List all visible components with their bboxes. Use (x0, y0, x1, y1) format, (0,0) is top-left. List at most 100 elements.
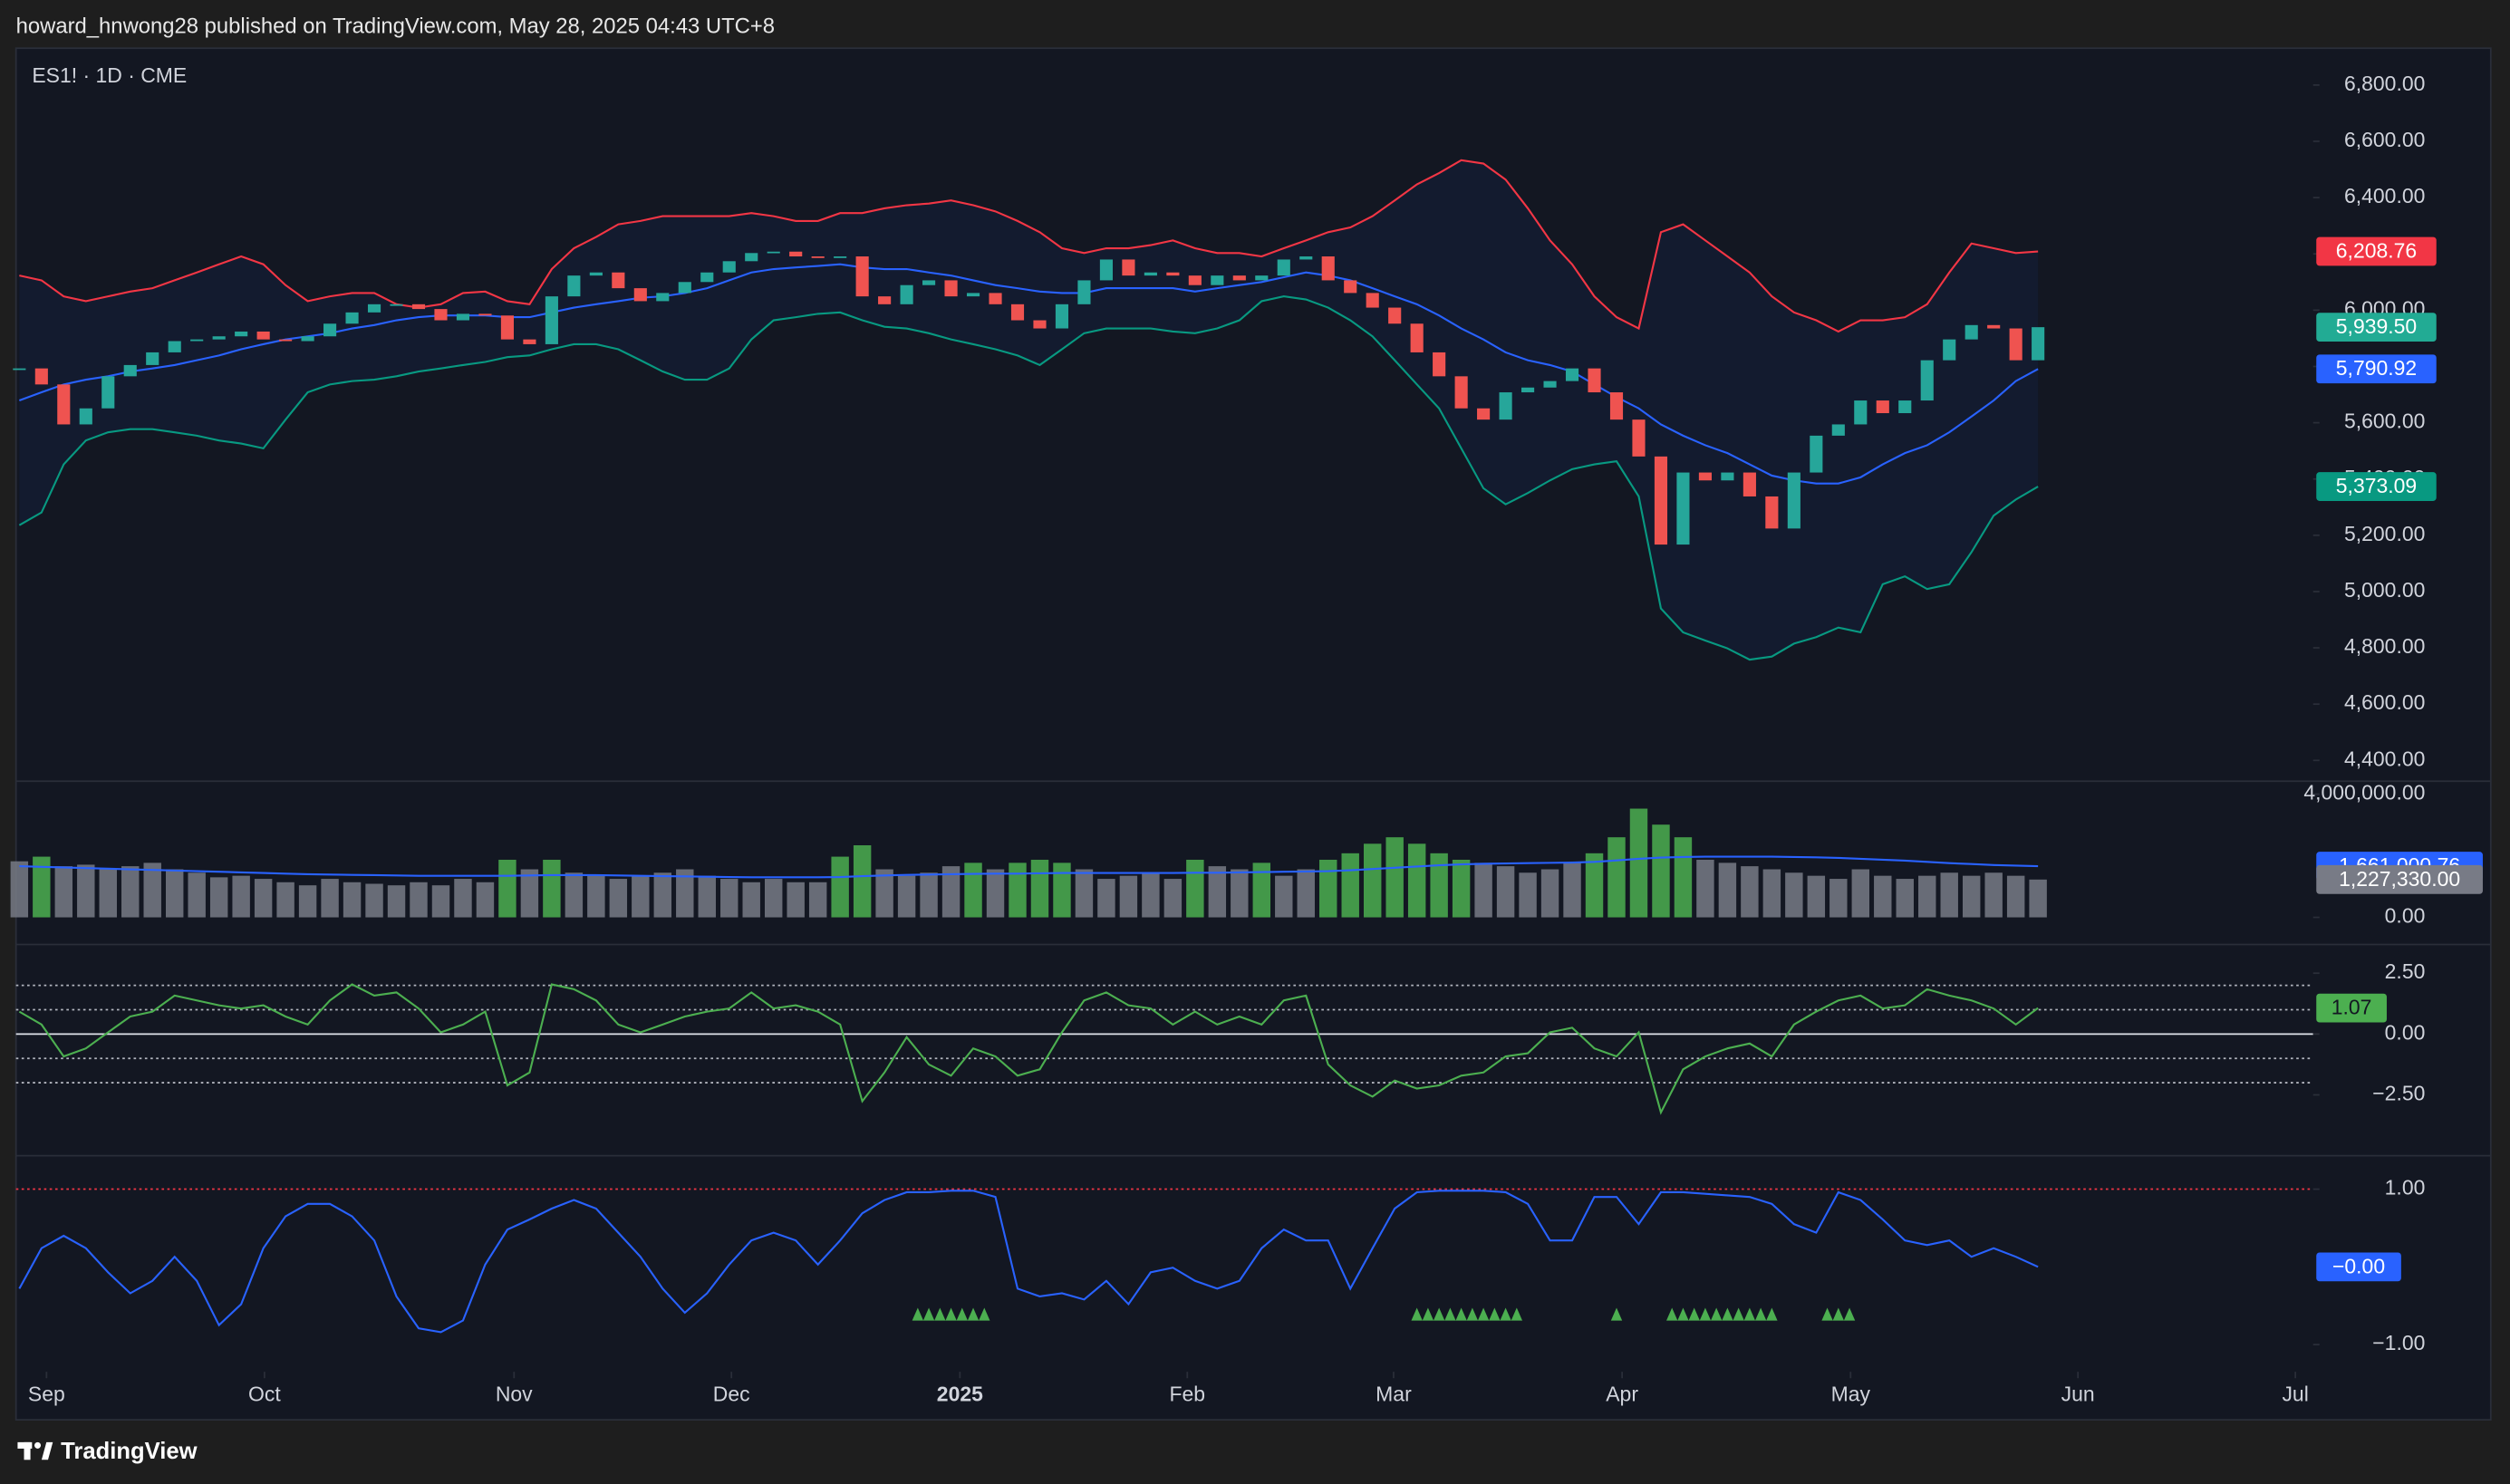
logo-part (41, 1441, 53, 1460)
volume-bar (1696, 859, 1714, 918)
candle (1122, 259, 1135, 276)
volume-bar (1874, 875, 1892, 918)
volume-bar (1674, 837, 1693, 918)
y-tick-label: 4,400.00 (2344, 747, 2425, 770)
candle (500, 315, 514, 340)
candle (633, 288, 647, 302)
volume-bar (1319, 859, 1337, 918)
band-line (18, 295, 2039, 661)
candle (1344, 280, 1357, 294)
candle (1454, 376, 1468, 409)
candle (1099, 259, 1113, 281)
candle (722, 261, 736, 273)
candle (656, 293, 670, 302)
candle (279, 339, 293, 342)
signal-marker (956, 1307, 968, 1321)
candle (1787, 472, 1800, 529)
y-tick-label: 6,600.00 (2344, 128, 2425, 151)
indicator-line (18, 983, 2039, 1115)
volume-bar (365, 883, 383, 918)
signal-marker (1489, 1307, 1501, 1321)
volume-bar (1142, 872, 1160, 918)
y-tick-label: 6,800.00 (2344, 72, 2425, 95)
chart-frame (14, 47, 2492, 1421)
band-fill (19, 159, 2039, 660)
signal-marker (1766, 1307, 1778, 1321)
volume-bar (1918, 875, 1936, 918)
signal-marker (1610, 1307, 1623, 1321)
candle (1232, 275, 1246, 281)
volume-bar (1097, 879, 1115, 918)
candle (1055, 304, 1069, 329)
candle (456, 313, 470, 321)
candle (1920, 360, 1934, 401)
candle (1299, 256, 1313, 260)
volume-bar (587, 875, 605, 918)
logo-part (34, 1441, 42, 1449)
volume-bar (431, 885, 450, 918)
volume-bar (276, 882, 294, 918)
candle (1255, 275, 1269, 281)
volume-bar (720, 879, 739, 918)
band-line (18, 263, 2039, 485)
volume-bar (165, 869, 184, 918)
signal-marker (1733, 1307, 1744, 1321)
axis-layer: 4,400.00 4,600.00 4,800.00 5,000.00 5,200.00… (28, 72, 2483, 1406)
candle (1831, 424, 1845, 436)
signal-marker (1699, 1307, 1712, 1321)
volume-bar (343, 882, 362, 918)
x-tick-label: Mar (1376, 1383, 1412, 1406)
volume-bar (121, 866, 140, 918)
candle (1632, 419, 1646, 457)
candle (944, 280, 958, 297)
volume-bar (853, 844, 872, 918)
volume-bar (498, 859, 516, 918)
volume-bar (99, 869, 117, 918)
volume-bar (232, 875, 250, 918)
candle (523, 339, 536, 344)
volume-bar (1940, 872, 1958, 918)
y-tick-label: 1.00 (2385, 1176, 2426, 1200)
candle (589, 272, 603, 276)
volume-bar (941, 866, 961, 918)
candle (101, 376, 115, 409)
volume-bar (632, 875, 650, 918)
logo-part (24, 1441, 31, 1460)
candle (1433, 352, 1446, 377)
volume-bar (1119, 875, 1138, 918)
signal-marker (934, 1307, 946, 1321)
volume-bar (209, 877, 228, 918)
volume-bar (1585, 853, 1604, 918)
volume-bar (1962, 875, 1981, 918)
volume-bar (254, 879, 273, 918)
x-tick-label: Dec (713, 1383, 750, 1406)
y-tick-label: 5,600.00 (2344, 410, 2425, 433)
candle (13, 368, 26, 371)
volume-bar (1030, 859, 1049, 918)
candle (1366, 293, 1379, 308)
price-tag-label: −0.00 (2332, 1254, 2385, 1277)
candle (1876, 400, 1889, 414)
candle (767, 251, 780, 254)
volume-bar (387, 885, 406, 918)
candle (2032, 327, 2045, 361)
volume-bar (1851, 869, 1870, 918)
volume-bar (1252, 862, 1271, 918)
x-tick-label: 2025 (937, 1383, 983, 1406)
candle (390, 304, 403, 306)
price-tag-label: 5,790.92 (2336, 356, 2417, 380)
volume-bar (1430, 853, 1448, 918)
volume-bar (1807, 875, 1826, 918)
volume-bar (897, 875, 916, 918)
volume-bar (1829, 879, 1848, 918)
y-tick-label: 4,600.00 (2344, 690, 2425, 714)
volume-bar (1984, 872, 2003, 918)
volume-bar (1452, 859, 1471, 918)
volume-bar (1519, 872, 1537, 918)
volume-bar (188, 872, 206, 918)
signal-marker (1688, 1307, 1700, 1321)
volume-bar (410, 882, 428, 918)
signal-marker (1511, 1307, 1523, 1321)
